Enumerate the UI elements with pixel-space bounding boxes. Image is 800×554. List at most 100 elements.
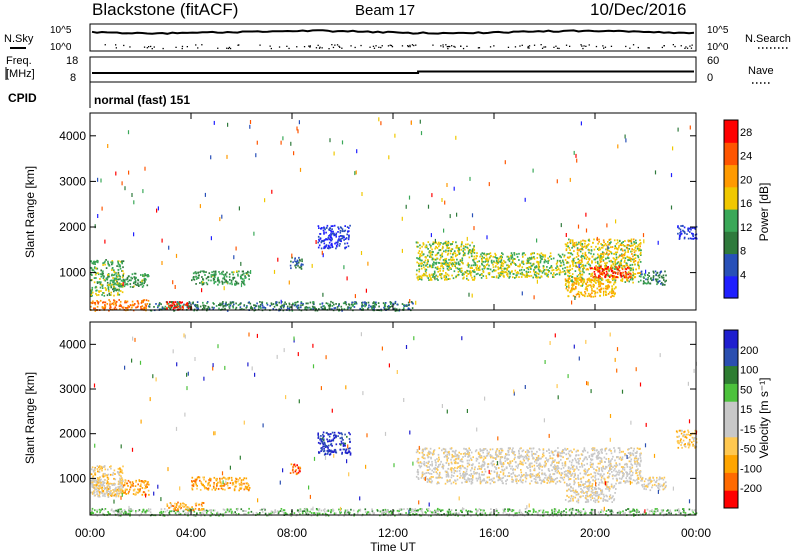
range-cell: [234, 282, 236, 285]
range-cell: [92, 486, 95, 489]
range-cell: [128, 279, 131, 282]
range-cell: [640, 271, 643, 273]
noise-cell: [343, 265, 345, 270]
range-cell: [502, 265, 504, 267]
range-cell: [611, 287, 613, 290]
nsearch-dot: [585, 45, 587, 47]
range-cell: [569, 252, 572, 255]
range-cell: [348, 227, 350, 229]
range-cell: [435, 263, 437, 265]
range-cell: [434, 509, 436, 512]
range-cell: [450, 259, 452, 262]
range-cell: [113, 469, 116, 472]
range-cell: [235, 282, 238, 285]
range-cell: [625, 273, 628, 276]
range-cell: [533, 273, 536, 276]
range-cell: [93, 492, 95, 495]
range-cell: [275, 304, 278, 307]
range-cell: [228, 303, 231, 306]
range-cell: [481, 256, 484, 259]
range-cell: [333, 303, 335, 306]
range-cell: [320, 241, 323, 244]
range-cell: [219, 272, 221, 275]
range-cell: [92, 470, 95, 473]
nsearch-dot: [197, 47, 199, 49]
range-cell: [283, 509, 286, 512]
range-cell: [581, 277, 584, 280]
nsearch-dot: [595, 45, 598, 48]
range-cell: [473, 245, 475, 247]
range-cell: [488, 273, 491, 276]
range-cell: [295, 262, 298, 265]
range-cell: [524, 510, 527, 513]
range-cell: [394, 514, 396, 517]
range-cell: [588, 263, 590, 266]
range-cell: [614, 272, 617, 275]
plot-title: Blackstone (fitACF): [92, 0, 238, 19]
range-cell: [170, 510, 173, 513]
range-cell: [575, 256, 578, 258]
range-cell: [609, 242, 611, 244]
range-cell: [569, 268, 571, 271]
range-cell: [351, 301, 353, 304]
range-cell: [518, 259, 520, 261]
range-cell: [168, 304, 170, 307]
range-cell: [602, 268, 605, 271]
range-cell: [109, 513, 111, 516]
range-cell: [518, 252, 520, 255]
range-cell: [195, 283, 197, 285]
range-cell: [602, 259, 605, 262]
range-cell: [95, 292, 97, 295]
range-cell: [214, 270, 217, 273]
range-cell: [451, 265, 454, 268]
range-cell: [292, 261, 294, 264]
range-cell: [598, 288, 601, 291]
range-cell: [562, 267, 564, 270]
range-cell: [473, 277, 476, 279]
range-cell: [113, 484, 116, 486]
range-cell: [610, 265, 612, 268]
range-cell: [635, 254, 637, 257]
nsearch-dot: [610, 45, 613, 47]
range-cell: [578, 278, 581, 281]
range-cell: [335, 512, 337, 515]
range-cell: [539, 270, 541, 273]
range-cell: [145, 480, 147, 483]
range-cell: [646, 508, 649, 511]
range-cell: [430, 264, 432, 267]
range-cell: [629, 269, 632, 272]
nsearch-dot: [466, 45, 468, 47]
range-cell: [645, 278, 647, 281]
range-cell: [344, 247, 346, 250]
range-cell: [141, 283, 144, 285]
range-cell: [331, 246, 334, 248]
range-cell: [104, 508, 107, 510]
range-cell: [586, 245, 588, 248]
range-cell: [614, 281, 617, 284]
range-cell: [573, 257, 576, 260]
range-cell: [403, 508, 405, 510]
range-cell: [332, 508, 334, 511]
range-cell: [536, 253, 539, 255]
range-cell: [179, 301, 181, 303]
range-cell: [364, 511, 367, 513]
range-cell: [248, 301, 250, 304]
range-cell: [653, 510, 656, 513]
range-cell: [520, 511, 523, 514]
range-cell: [495, 265, 497, 267]
range-cell: [588, 240, 591, 242]
range-cell: [432, 251, 434, 253]
range-cell: [614, 279, 616, 282]
range-cell: [108, 284, 111, 287]
noise-cell: [670, 173, 673, 178]
nsky-tick-bottom: 10^0: [50, 42, 72, 53]
range-cell: [367, 511, 370, 514]
range-cell: [411, 508, 413, 511]
noise-cell: [240, 283, 243, 288]
nsearch-dot: [544, 46, 547, 48]
range-cell: [224, 304, 226, 307]
range-cell: [510, 257, 513, 260]
range-cell: [648, 513, 650, 516]
range-cell: [114, 510, 116, 512]
range-cell: [572, 265, 575, 267]
